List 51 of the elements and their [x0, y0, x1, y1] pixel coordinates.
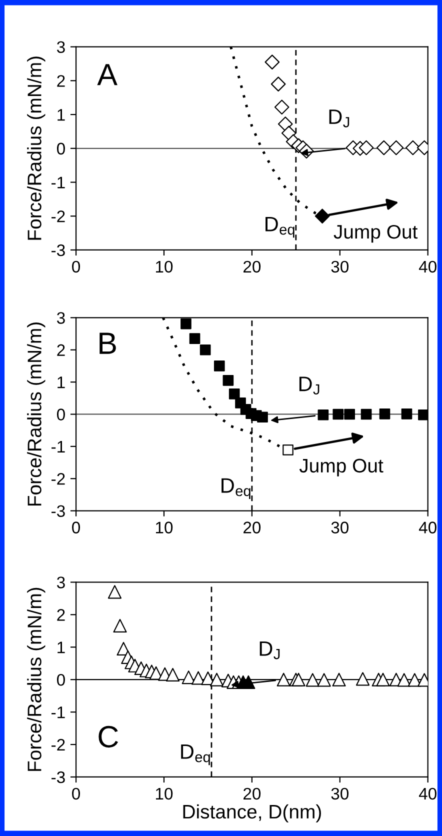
- x-tick-label: 10: [156, 788, 173, 800]
- y-tick-label: -1: [52, 440, 65, 452]
- y-tick-label: -2: [52, 473, 65, 485]
- y-tick-label: -2: [52, 210, 65, 222]
- chart-title: B: [100, 332, 116, 354]
- x-tick-label: 30: [331, 788, 349, 800]
- y-tick-label: 3: [56, 576, 65, 588]
- x-tick-label: 40: [418, 788, 436, 800]
- y-tick-label: -3: [52, 505, 65, 517]
- y-tick-label: 0: [56, 674, 65, 686]
- y-tick-label: -3: [52, 771, 65, 784]
- x-tick-label: 0: [72, 522, 80, 534]
- annotation: D$_{J}$: [260, 641, 280, 660]
- x-axis-title: Distance, D(nm): [183, 804, 321, 822]
- annotation: D$_{J}$: [329, 110, 350, 128]
- annotation: Jump Out: [334, 224, 418, 243]
- y-tick-label: 3: [56, 312, 65, 324]
- y-tick-label: -3: [52, 244, 65, 256]
- ref-line-label: D$_{eq}$: [266, 216, 294, 238]
- ref-line-label: D$_{eq}$: [181, 744, 210, 766]
- y-axis-title: Force/Radius (mN/m): [27, 56, 46, 240]
- x-tick-label: 10: [156, 260, 173, 273]
- y-axis-title: Force/Radius (mN/m): [27, 322, 46, 506]
- x-tick-label: 40: [418, 522, 436, 534]
- annotation: Jump Out: [299, 458, 384, 476]
- y-tick-label: 2: [57, 75, 65, 87]
- text: C: [98, 726, 118, 748]
- x-tick-label: 0: [72, 788, 80, 800]
- x-tick-label: 10: [156, 522, 173, 534]
- y-tick-label: -1: [52, 706, 65, 718]
- y-tick-label: 2: [57, 609, 65, 621]
- x-tick-label: 30: [331, 522, 349, 534]
- y-axis-title: Force/Radius (mN/m): [27, 588, 46, 771]
- y-tick-label: 3: [56, 41, 65, 54]
- y-tick-label: 1: [58, 642, 65, 654]
- x-tick-label: 20: [244, 260, 261, 273]
- x-tick-label: 20: [244, 522, 261, 534]
- y-tick-label: 1: [58, 109, 65, 121]
- x-tick-label: 0: [72, 260, 80, 273]
- y-tick-label: 0: [56, 142, 65, 155]
- x-tick-label: 30: [331, 260, 349, 273]
- y-tick-label: 1: [58, 376, 65, 388]
- x-tick-label: 20: [244, 788, 261, 800]
- x-tick-label: 40: [418, 260, 436, 273]
- y-tick-label: 2: [57, 344, 65, 356]
- annotation: D$_{J}$: [299, 376, 320, 395]
- ref-line-label: D$_{eq}$: [222, 478, 250, 500]
- y-tick-label: -2: [52, 738, 65, 751]
- chart-title: A: [97, 64, 118, 86]
- y-tick-label: -1: [52, 176, 65, 188]
- y-tick-label: 0: [56, 408, 65, 420]
